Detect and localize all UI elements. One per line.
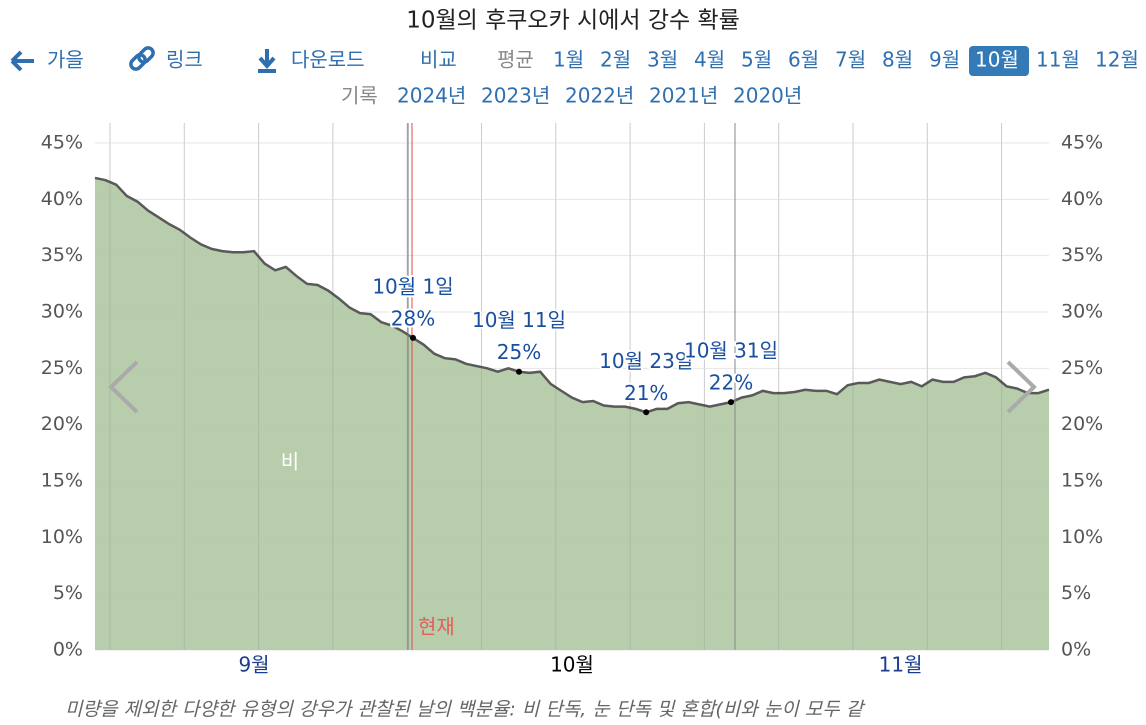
date-label: 10월 11일 <box>472 308 566 332</box>
y2-tick-label: 5% <box>1061 582 1091 604</box>
date-label: 10월 1일 <box>372 274 453 298</box>
year-link[interactable]: 2023년 <box>481 84 550 108</box>
month-link[interactable]: 2월 <box>600 48 631 72</box>
month-link[interactable]: 7월 <box>835 48 866 72</box>
x-tick-label: 9월 <box>238 653 269 677</box>
download-icon[interactable] <box>258 49 276 73</box>
year-link[interactable]: 2022년 <box>565 84 634 108</box>
link-icon[interactable] <box>129 46 155 71</box>
plot: 비 <box>94 123 1050 650</box>
month-link[interactable]: 6월 <box>788 48 819 72</box>
y-tick-label: 10% <box>41 526 83 548</box>
next-arrow[interactable] <box>1006 360 1037 414</box>
footnote: 미량을 제외한 다양한 유형의 강우가 관찰된 날의 백분율: 비 단독, 눈 … <box>65 699 866 721</box>
y2-tick-label: 35% <box>1061 244 1103 266</box>
y2-tick-label: 20% <box>1061 413 1103 435</box>
value-label: 28% <box>391 306 435 330</box>
y2-tick-label: 15% <box>1061 470 1103 492</box>
prev-link[interactable]: 가을 <box>47 48 84 72</box>
y2-tick-label: 0% <box>1061 639 1091 661</box>
y-tick-label: 15% <box>41 470 83 492</box>
year-link[interactable]: 2024년 <box>397 84 466 108</box>
month-link[interactable]: 12월 <box>1095 48 1139 72</box>
value-label: 21% <box>624 381 668 405</box>
value-label: 25% <box>497 340 541 364</box>
date-label: 10월 23일 <box>599 349 693 373</box>
point <box>410 334 416 341</box>
year-link[interactable]: 2020년 <box>733 84 802 108</box>
month-link[interactable]: 1월 <box>553 48 584 72</box>
chart-title: 10월의 후쿠오카 시에서 강수 확률 <box>406 8 740 34</box>
y-tick-label: 20% <box>41 413 83 435</box>
x-tick-label: 11월 <box>879 653 923 677</box>
month-link[interactable]: 3월 <box>647 48 678 72</box>
year-link[interactable]: 2021년 <box>649 84 718 108</box>
download-button[interactable]: 다운로드 <box>291 48 365 72</box>
month-selected-bg <box>969 46 1029 76</box>
month-link[interactable]: 11월 <box>1036 48 1080 72</box>
point <box>643 409 650 416</box>
y2-tick-label: 10% <box>1061 526 1103 548</box>
x-tick-label: 10월 <box>550 653 594 677</box>
labels: 28% 10월 1일 25% 10월 11일 21% 10월 23일 22% 10월 31일 <box>370 272 780 416</box>
compare-button[interactable]: 비교 <box>420 48 457 72</box>
history-label: 기록 <box>341 84 378 108</box>
y2-tick-label: 45% <box>1061 132 1103 154</box>
value-label: 22% <box>709 371 753 395</box>
point <box>728 399 734 406</box>
month-link[interactable]: 10월 <box>975 48 1019 72</box>
prev-icon[interactable] <box>10 50 34 72</box>
y-tick-label: 45% <box>41 132 83 154</box>
prev-arrow[interactable] <box>108 360 139 414</box>
month-link[interactable]: 4월 <box>694 48 725 72</box>
y-tick-label: 25% <box>41 357 83 379</box>
y-tick-label: 0% <box>53 639 83 661</box>
line <box>94 176 1050 414</box>
average-label: 평균 <box>497 48 534 72</box>
y-tick-label: 30% <box>41 301 83 323</box>
y-tick-label: 35% <box>41 244 83 266</box>
series-label: 비 <box>281 450 299 474</box>
y2-tick-label: 30% <box>1061 301 1103 323</box>
link-button[interactable]: 링크 <box>166 48 203 72</box>
month-link[interactable]: 5월 <box>741 48 772 72</box>
y2-tick-label: 40% <box>1061 188 1103 210</box>
y-tick-label: 5% <box>53 582 83 604</box>
now-label: 현재 <box>418 615 455 639</box>
y2-tick-label: 25% <box>1061 357 1103 379</box>
month-link[interactable]: 9월 <box>929 48 960 72</box>
date-label: 10월 31일 <box>684 339 778 363</box>
month-link[interactable]: 8월 <box>882 48 913 72</box>
y-tick-label: 40% <box>41 188 83 210</box>
point <box>516 368 522 375</box>
